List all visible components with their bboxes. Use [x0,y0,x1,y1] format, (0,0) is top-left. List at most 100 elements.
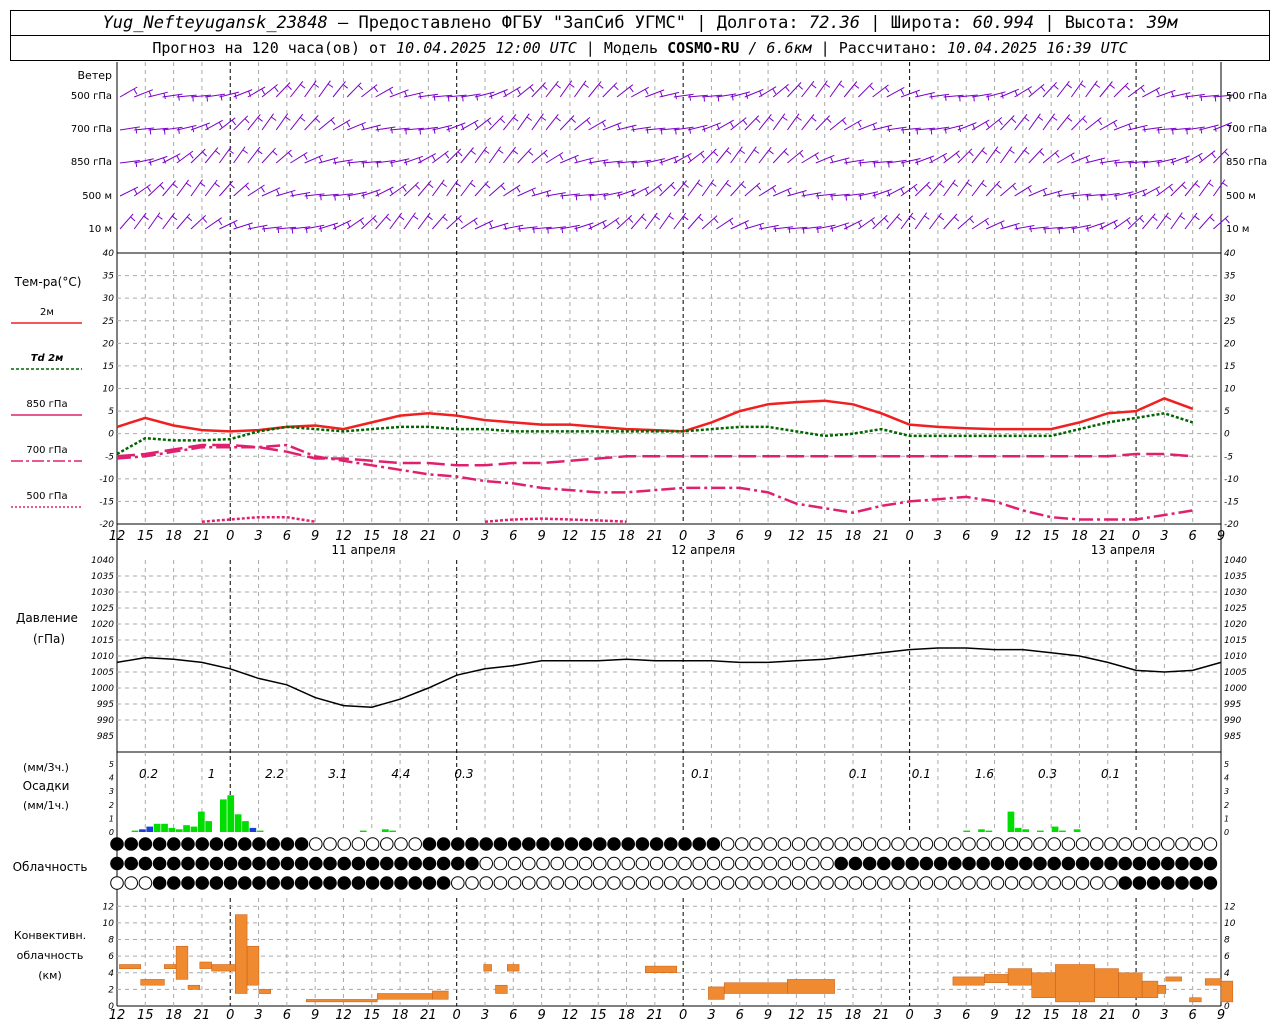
cloud-cover-symbol [436,876,451,890]
x-tick-label: 21 [420,1008,437,1023]
x-tick-label: 0 [453,1008,461,1023]
x-tick-label: 6 [736,1008,744,1023]
wind-barb [503,224,524,230]
precip-bar [1022,829,1029,832]
pressure-tick-label: 985 [1224,732,1241,742]
wind-barb [872,124,893,131]
pressure-tick-label: 1005 [91,668,114,678]
x-tick-label: 18 [165,1008,182,1023]
wind-barb-feather [288,152,293,158]
wind-barb-feather [333,224,337,231]
wind-barb [1071,224,1092,230]
wind-barb-feather [628,217,634,223]
conv-cloud-bar [1204,978,1222,986]
cloud-cover-symbol [706,876,721,890]
wind-barb [133,212,147,230]
wind-barb-feather [1072,193,1075,200]
cloud-cover-symbol [720,876,735,890]
x-tick-label: 0 [679,529,687,544]
wind-barb [943,213,958,230]
wind-barb-feather [376,125,379,132]
temp-tick-label: 20 [1224,339,1236,349]
temp-tick-label: 15 [103,362,115,372]
wind-barb-feather [526,116,533,121]
cloud-cover-symbol [933,837,948,851]
wind-barb [176,125,197,131]
wind-barb [233,115,249,131]
pressure-title: Давление [16,611,78,625]
wind-barb-feather [516,187,521,193]
cloud-cover-symbol [1075,837,1090,851]
wind-barb [1028,113,1041,131]
x-tick-label: 18 [392,1008,409,1023]
wind-barb [403,212,416,230]
x-tick-label: 9 [311,1008,319,1023]
wind-barb [886,213,901,230]
wind-barb [474,91,495,98]
wind-barb [275,113,289,131]
cloud-cover-symbol [735,837,749,851]
wind-barb [1156,127,1177,131]
cloud-cover-symbol [422,837,437,851]
legend-2m-label: 2м [40,307,54,318]
wind-barb [1014,113,1028,131]
wind-barb-feather [924,215,930,220]
x-tick-label: 0 [905,529,913,544]
wind-barb [943,179,956,197]
wind-barb [531,226,552,230]
wind-barb-feather [858,221,862,228]
cloud-cover-symbol [1061,876,1076,890]
wind-barb [1128,160,1149,164]
conv-cloud-bar [1055,964,1096,1003]
precip-3h-total-label: 1.6 [975,767,994,781]
wind-barb [616,84,634,98]
cloud-cover-symbol [692,837,707,851]
wind-barb [1042,81,1057,98]
wind-barb [347,191,367,197]
wind-barb [417,212,431,230]
wind-barb [702,94,723,98]
wind-barb [304,193,325,197]
wind-barb [1213,94,1234,98]
wind-barb [375,159,396,164]
wind-barb [659,155,679,164]
wind-barb-feather [172,183,178,189]
pressure-tick-label: 1005 [1224,668,1247,678]
wind-barb [1184,180,1199,197]
wind-barb [474,146,488,164]
conv-tick-label: 2 [108,985,114,995]
wind-barb-feather [814,154,819,161]
precip-3h-total-label: 0.3 [1038,767,1057,781]
wind-barb [1127,214,1144,230]
wind-barb [1142,159,1163,164]
temp-series-line [116,443,1193,467]
wind-barb [915,127,936,131]
wind-barb-feather [1082,118,1088,124]
cloud-cover-symbol [550,876,565,890]
wind-barb-feather [512,149,519,155]
wind-barb [971,93,992,98]
cloud-cover-symbol [507,856,522,871]
wind-barb-feather [896,216,903,222]
wind-barb-feather [844,223,848,230]
x-tick-label: 21 [647,529,664,544]
wind-barb [1156,212,1169,230]
cloud-cover-symbol [635,837,650,851]
cloud-cover-symbol [1118,837,1132,851]
wind-barb-feather [163,157,166,164]
cloud-cover-symbol [238,876,252,890]
cloud-cover-symbol [1104,876,1118,890]
wind-barb [304,80,317,98]
precip-tick-label: 3 [1224,787,1229,796]
conv-tick-label: 12 [103,902,115,912]
cloud-cover-symbol [1203,837,1218,851]
wind-barb-feather [1157,127,1160,134]
wind-barb-feather [260,186,265,193]
pressure-tick-label: 1040 [91,556,114,566]
wind-barb [1085,80,1098,98]
cloud-cover-symbol [763,876,778,890]
wind-barb-feather [348,194,351,201]
cloud-cover-symbol [1146,837,1161,851]
cloud-cover-symbol [777,876,792,890]
x-tick-label: 15 [816,1008,833,1023]
